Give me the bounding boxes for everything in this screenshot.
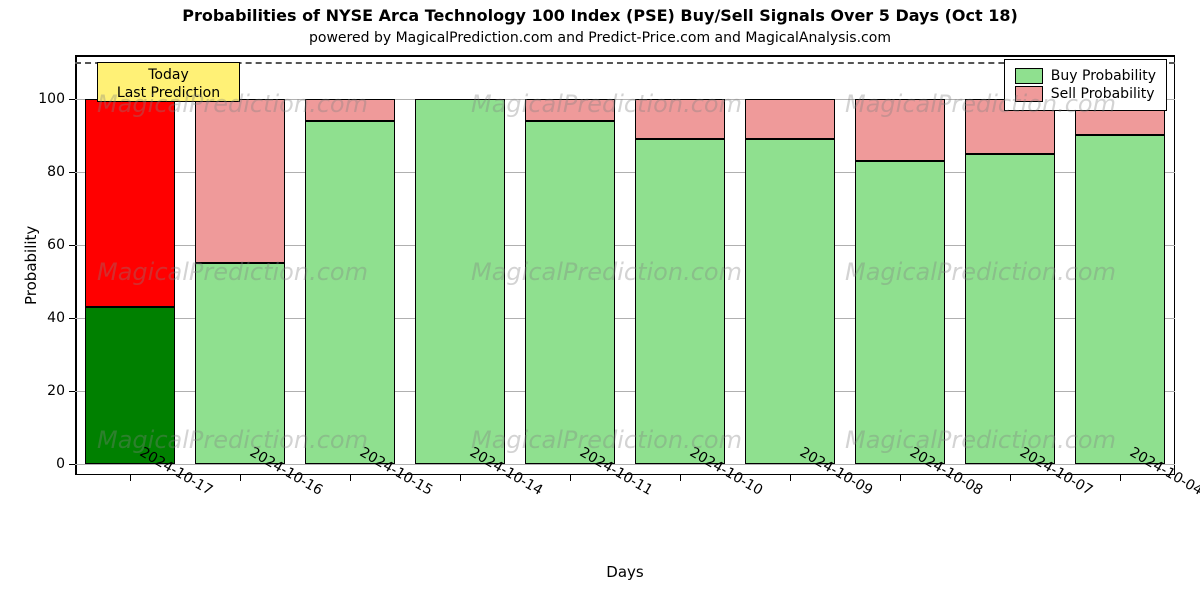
legend-buy: Buy Probability [1015, 68, 1156, 84]
y-tick-label: 0 [35, 456, 65, 472]
y-tick-label: 60 [35, 237, 65, 253]
bar-buy [745, 139, 835, 464]
y-tick-label: 80 [35, 164, 65, 180]
today-annotation: TodayLast Prediction [97, 62, 240, 102]
bar-sell [85, 99, 175, 307]
grid-line [75, 464, 1175, 465]
x-axis-label: Days [75, 563, 1175, 581]
bar-buy [635, 139, 725, 464]
bar-sell [525, 99, 615, 121]
chart-subtitle: powered by MagicalPrediction.com and Pre… [0, 30, 1200, 46]
bar-buy [305, 121, 395, 464]
plot-area: TodayLast Prediction [75, 55, 1175, 475]
bar-sell [855, 99, 945, 161]
bar-sell [745, 99, 835, 139]
bar-sell [305, 99, 395, 121]
bar-buy [85, 307, 175, 464]
bar-buy [855, 161, 945, 464]
legend-label: Buy Probability [1051, 68, 1156, 84]
chart-title: Probabilities of NYSE Arca Technology 10… [0, 6, 1200, 25]
bar-buy [195, 263, 285, 464]
y-tick-label: 40 [35, 310, 65, 326]
bar-sell [195, 99, 285, 263]
legend-label: Sell Probability [1051, 86, 1155, 102]
y-tick-label: 100 [35, 91, 65, 107]
legend-sell: Sell Probability [1015, 86, 1156, 102]
bar-buy [415, 99, 505, 464]
legend-swatch [1015, 68, 1043, 84]
bar-buy [1075, 135, 1165, 464]
legend: Buy Probability Sell Probability [1004, 59, 1167, 111]
bar-buy [965, 154, 1055, 464]
legend-swatch [1015, 86, 1043, 102]
bar-sell [635, 99, 725, 139]
bar-buy [525, 121, 615, 464]
y-tick-label: 20 [35, 383, 65, 399]
